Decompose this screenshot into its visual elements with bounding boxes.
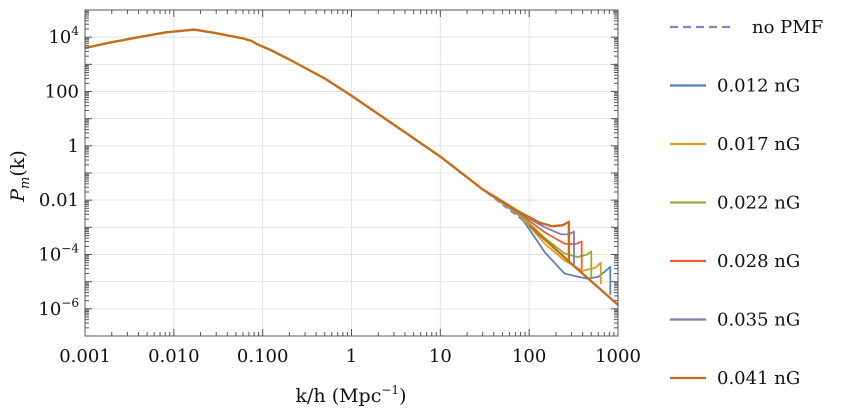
- x-tick-label: 100: [512, 346, 546, 367]
- legend-label: 0.035 nG: [717, 310, 800, 331]
- axis-ticks: [84, 10, 618, 337]
- legend: no PMF 0.012 nG 0.017 nG 0.022 nG 0.028 nG 0.…: [670, 17, 823, 389]
- x-axis-title: k/h (Mpc−1): [296, 383, 407, 407]
- x-tick-label: 1000: [595, 346, 641, 367]
- series-line: [84, 28, 575, 266]
- x-tick-label: 0.100: [237, 346, 289, 367]
- y-tick-label: 10−4: [38, 242, 79, 266]
- series-line: [528, 224, 619, 306]
- y-axis-title: Pm(k): [7, 150, 33, 202]
- x-tick-labels: 0.001 0.010 0.100 1 10 100 1000: [59, 346, 641, 367]
- legend-label: 0.017 nG: [717, 134, 800, 155]
- series-lines: [84, 28, 619, 306]
- x-tick-label: 0.001: [59, 346, 111, 367]
- legend-label: 0.022 nG: [717, 193, 800, 214]
- y-tick-label: 0.01: [39, 190, 79, 211]
- series-line: [84, 28, 583, 270]
- legend-label: 0.028 nG: [717, 251, 800, 272]
- x-tick-label: 10: [429, 346, 452, 367]
- legend-label: 0.012 nG: [717, 76, 800, 97]
- x-tick-label: 0.010: [148, 346, 200, 367]
- y-tick-label: 104: [48, 24, 79, 48]
- legend-label: no PMF: [752, 17, 823, 38]
- series-line: [84, 28, 602, 285]
- grid-lines: [84, 9, 619, 337]
- y-tick-labels: 104 100 1 0.01 10−4 10−6: [38, 24, 79, 320]
- y-tick-label: 100: [45, 82, 79, 103]
- legend-label: 0.041 nG: [717, 368, 800, 389]
- y-tick-label: 10−6: [38, 296, 79, 320]
- series-line: [84, 28, 571, 263]
- series-line: [84, 28, 593, 278]
- y-tick-label: 1: [68, 136, 79, 157]
- x-tick-label: 1: [346, 346, 357, 367]
